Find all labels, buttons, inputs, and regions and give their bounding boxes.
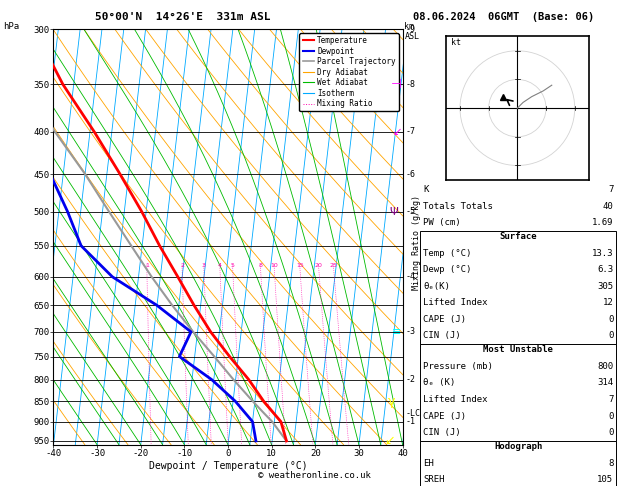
Text: -2: -2: [405, 375, 415, 384]
Text: 0: 0: [608, 412, 613, 420]
Text: 15: 15: [296, 263, 304, 268]
Text: -1: -1: [405, 417, 415, 426]
Text: -6: -6: [405, 170, 415, 178]
Text: 40: 40: [603, 202, 613, 211]
Text: CIN (J): CIN (J): [423, 428, 461, 437]
Text: Surface: Surface: [499, 232, 537, 241]
Text: Lifted Index: Lifted Index: [423, 395, 488, 404]
Text: 10: 10: [270, 263, 278, 268]
Text: Pressure (mb): Pressure (mb): [423, 362, 493, 371]
Text: 0: 0: [608, 315, 613, 324]
Text: EH: EH: [423, 459, 434, 468]
Text: km
ASL: km ASL: [404, 22, 420, 41]
Text: 20: 20: [314, 263, 323, 268]
Text: ↙: ↙: [384, 434, 395, 448]
Text: Hodograph: Hodograph: [494, 442, 542, 451]
Text: 8: 8: [259, 263, 262, 268]
Text: Totals Totals: Totals Totals: [423, 202, 493, 211]
Text: -4: -4: [405, 272, 415, 281]
Text: ⊣: ⊣: [391, 78, 401, 91]
Text: 0: 0: [608, 331, 613, 340]
Text: 1: 1: [145, 263, 148, 268]
Text: 7: 7: [608, 395, 613, 404]
Text: 50°00'N  14°26'E  331m ASL: 50°00'N 14°26'E 331m ASL: [94, 12, 270, 22]
Text: 2: 2: [180, 263, 184, 268]
Text: Ψ: Ψ: [389, 207, 398, 217]
Text: Most Unstable: Most Unstable: [483, 346, 554, 354]
Text: 5: 5: [231, 263, 235, 268]
Text: γ: γ: [387, 395, 395, 408]
Text: -7: -7: [405, 127, 415, 137]
Text: CAPE (J): CAPE (J): [423, 412, 466, 420]
Text: ≡: ≡: [392, 327, 401, 337]
Legend: Temperature, Dewpoint, Parcel Trajectory, Dry Adiabat, Wet Adiabat, Isotherm, Mi: Temperature, Dewpoint, Parcel Trajectory…: [299, 33, 399, 111]
X-axis label: Dewpoint / Temperature (°C): Dewpoint / Temperature (°C): [148, 461, 308, 470]
Text: kt: kt: [452, 38, 462, 47]
Text: 800: 800: [597, 362, 613, 371]
Text: 08.06.2024  06GMT  (Base: 06): 08.06.2024 06GMT (Base: 06): [413, 12, 594, 22]
Text: Dewp (°C): Dewp (°C): [423, 265, 472, 274]
Text: 7: 7: [608, 185, 613, 194]
Text: CIN (J): CIN (J): [423, 331, 461, 340]
Text: PW (cm): PW (cm): [423, 218, 461, 227]
Text: Lifted Index: Lifted Index: [423, 298, 488, 307]
Text: 8: 8: [608, 459, 613, 468]
Text: 105: 105: [597, 475, 613, 484]
Text: θₑ (K): θₑ (K): [423, 379, 455, 387]
Text: -8: -8: [405, 80, 415, 89]
Text: 0: 0: [608, 428, 613, 437]
Text: 13.3: 13.3: [592, 249, 613, 258]
Text: 25: 25: [330, 263, 338, 268]
Text: hPa: hPa: [3, 22, 19, 31]
Text: 314: 314: [597, 379, 613, 387]
Text: Temp (°C): Temp (°C): [423, 249, 472, 258]
Text: -LCL: -LCL: [405, 409, 425, 418]
Text: 305: 305: [597, 282, 613, 291]
Text: SREH: SREH: [423, 475, 445, 484]
Text: ↙: ↙: [392, 127, 401, 137]
Text: 3: 3: [202, 263, 206, 268]
Text: Mixing Ratio (g/kg): Mixing Ratio (g/kg): [412, 195, 421, 291]
Text: θₑ(K): θₑ(K): [423, 282, 450, 291]
Text: © weatheronline.co.uk: © weatheronline.co.uk: [258, 471, 371, 480]
Text: 6.3: 6.3: [597, 265, 613, 274]
Text: 4: 4: [218, 263, 222, 268]
Text: -9: -9: [405, 25, 415, 34]
Text: CAPE (J): CAPE (J): [423, 315, 466, 324]
Text: -3: -3: [405, 328, 415, 336]
Text: K: K: [423, 185, 429, 194]
Text: -5: -5: [405, 207, 415, 216]
Text: 12: 12: [603, 298, 613, 307]
Text: 1.69: 1.69: [592, 218, 613, 227]
